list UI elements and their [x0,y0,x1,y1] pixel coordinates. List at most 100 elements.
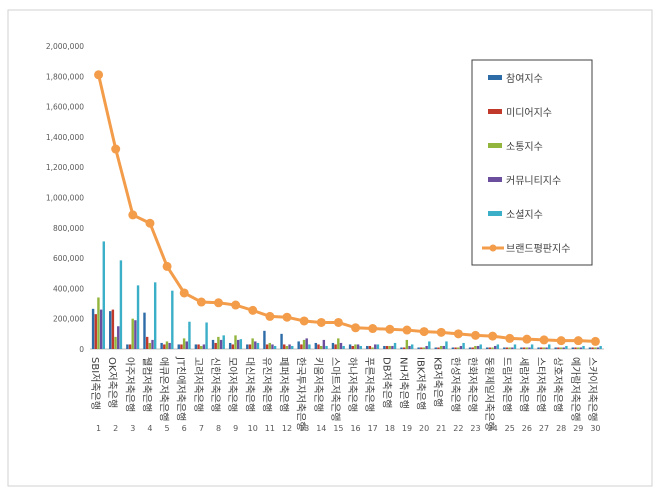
bar [420,347,423,349]
category-label: 하나저축은행 [346,357,359,412]
bar [185,341,188,349]
bar [285,345,289,349]
line-point [111,144,121,154]
bar [400,347,403,349]
bar [337,338,340,349]
bar [393,342,397,349]
legend-swatch [488,177,502,182]
category-label: 드림저축은행 [500,357,512,412]
bar [417,347,420,349]
line-point [471,330,480,340]
bar [300,344,303,349]
bar [596,347,600,349]
bar [537,347,540,349]
line-point [94,70,104,80]
bar [151,339,154,349]
bar [231,344,235,349]
category-label: 푸른저축은행 [363,357,375,412]
line-point [505,333,515,343]
bar [331,342,335,349]
rank-label: 28 [556,424,566,433]
bar [180,344,183,349]
line-point [333,317,343,327]
y-tick-label: 1,200,000 [46,163,84,172]
bar [594,347,597,349]
category-label: 상호저축은행 [552,357,564,412]
category-label: DB저축은행 [380,357,392,408]
legend-label: 브랜드평판지수 [506,243,570,255]
bar [525,347,528,349]
rank-label: 18 [385,424,395,433]
bar [283,344,286,349]
bar [451,347,455,349]
rank-label: 10 [248,424,258,433]
bar [211,339,215,349]
bar [576,347,580,349]
bar [505,347,509,349]
bar [459,345,463,349]
rank-label: 25 [505,424,515,433]
legend-box [471,59,593,266]
bar [263,330,266,349]
category-label: 키움저축은행 [312,357,324,412]
bar [513,344,517,349]
bar [388,345,391,349]
bar [228,342,232,349]
bar [119,260,123,349]
line-series-group [94,70,600,346]
line-point [162,261,172,271]
y-tick-label: 200,000 [53,315,84,324]
bar [368,345,372,349]
legend-swatch [488,109,502,114]
legend-label: 소셜지수 [506,209,543,221]
bar [508,347,511,349]
line-point [385,324,395,334]
bar [314,342,318,349]
x-axis: SBI저축은행 1 OK저축은행 2 아주저축은행 3 웰컴저축은행 4 애큐온저축은행 5 JT친… [89,356,600,433]
bar [491,347,494,349]
bar [111,309,115,349]
rank-label: 27 [539,424,549,433]
bar [102,241,105,349]
line-point [282,312,292,322]
category-label: 스카이저축은행 [586,357,598,421]
rank-label: 23 [470,424,480,433]
bar [288,344,291,349]
bar [408,345,411,349]
bar [471,347,474,349]
rank-label: 3 [130,424,135,433]
bar [445,341,448,349]
bar [214,342,217,349]
bar [297,341,300,349]
bar [168,342,171,349]
bar-series-group [91,241,602,350]
bar [557,347,560,349]
y-tick-label: 800,000 [53,224,84,233]
bar [194,344,198,349]
bar [91,308,95,349]
bar [222,335,225,349]
bar [334,344,337,349]
bar [520,347,523,349]
y-tick-label: 1,400,000 [46,133,84,142]
y-tick-label: 1,000,000 [46,194,84,203]
category-label: 모아저축은행 [226,357,238,412]
bar [217,336,220,349]
bar [428,341,431,349]
bar [254,341,257,349]
category-label: SBI저축은행 [89,357,101,410]
rank-label: 21 [436,424,446,433]
bar [462,342,465,349]
category-label: 고려저축은행 [192,357,204,412]
legend-label: 미디어지수 [506,107,552,119]
category-label: 동원제일저축은행 [483,357,495,431]
bar [485,347,489,349]
legend-label: 참여지수 [506,73,543,85]
line-point [556,336,566,346]
line-point [419,327,429,337]
rank-label: 14 [316,424,326,433]
rank-label: 17 [368,424,378,433]
line-point [196,297,206,307]
category-label: 유진저축은행 [260,357,272,412]
line-point [231,300,241,310]
